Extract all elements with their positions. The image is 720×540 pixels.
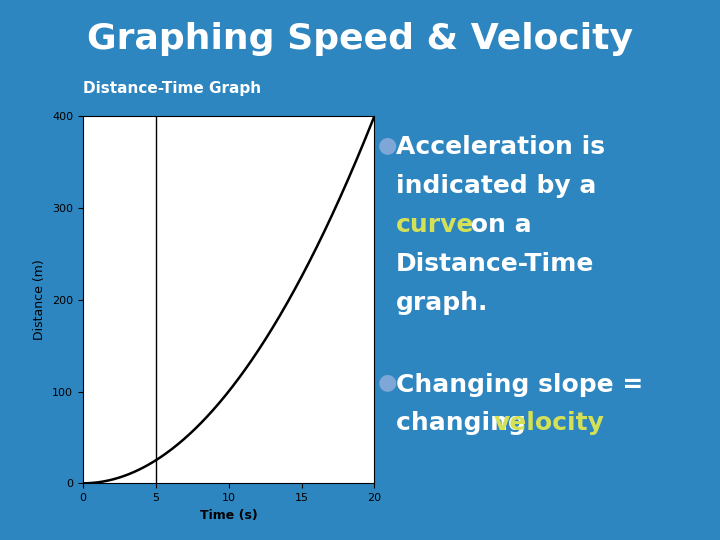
Y-axis label: Distance (m): Distance (m) <box>33 259 46 340</box>
Text: indicated by a: indicated by a <box>396 174 596 198</box>
Text: Distance-Time Graph: Distance-Time Graph <box>83 81 261 96</box>
Text: ●: ● <box>378 135 397 155</box>
Text: velocity: velocity <box>493 411 604 435</box>
Text: Graphing Speed & Velocity: Graphing Speed & Velocity <box>87 22 633 56</box>
Text: graph.: graph. <box>396 291 488 314</box>
Text: Changing slope =: Changing slope = <box>396 373 643 396</box>
Text: curve: curve <box>396 213 474 237</box>
Text: Acceleration is: Acceleration is <box>396 135 605 159</box>
Text: changing: changing <box>396 411 535 435</box>
X-axis label: Time (s): Time (s) <box>199 509 258 522</box>
Text: on a: on a <box>462 213 532 237</box>
Text: ●: ● <box>378 373 397 393</box>
Text: Distance-Time: Distance-Time <box>396 252 595 275</box>
